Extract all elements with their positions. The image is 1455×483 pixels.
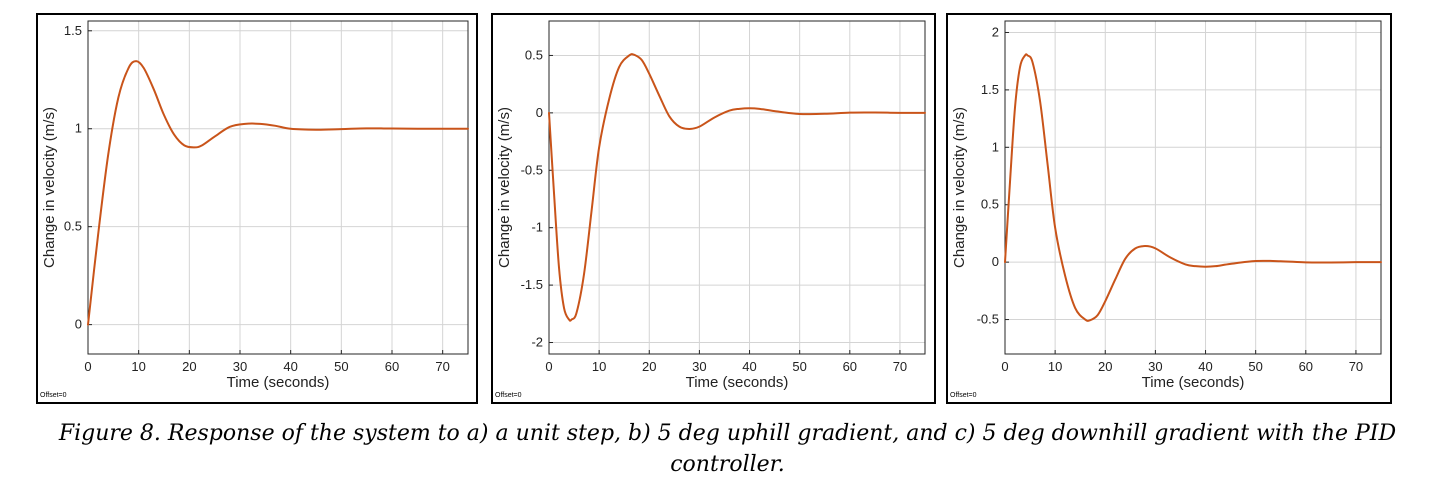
y-tick-label: -0.5 [977, 312, 999, 327]
y-tick-label: 0.5 [525, 47, 543, 62]
offset-label: Offset=0 [495, 392, 522, 399]
x-tick-label: 50 [792, 359, 806, 374]
chart-panel-a: 0 10 20 30 40 50 60 70 0 0.5 1 1.5 Time (seconds) Cha… [36, 13, 478, 404]
x-tick-label: 10 [1048, 359, 1062, 374]
plot-area [88, 21, 468, 354]
y-axis-label: Change in velocity (m/s) [496, 107, 513, 268]
y-tick-label: 1 [992, 139, 999, 154]
x-tick-label: 20 [182, 359, 196, 374]
y-tick-label: 1.5 [981, 82, 999, 97]
x-axis-label: Time (seconds) [686, 374, 789, 391]
offset-label: Offset=0 [950, 392, 977, 399]
x-tick-label: 70 [1349, 359, 1363, 374]
y-tick-label: -0.5 [521, 162, 543, 177]
y-tick-label: 0.5 [64, 219, 82, 234]
chart-c: 0 10 20 30 40 50 60 70 -0.5 0 0.5 1 1.5 2 Time (second… [951, 20, 1382, 391]
axes-box [87, 20, 469, 355]
x-tick-label: 0 [545, 359, 552, 374]
y-tick-label: 0 [75, 317, 82, 332]
axes-box [548, 20, 926, 355]
series-line [548, 53, 926, 322]
series-line [1004, 53, 1382, 322]
y-tick-label: 0.5 [981, 197, 999, 212]
y-tick-label: 0 [992, 254, 999, 269]
offset-label: Offset=0 [40, 392, 67, 399]
x-axis-label: Time (seconds) [1142, 374, 1245, 391]
x-tick-label: 10 [592, 359, 606, 374]
x-tick-label: 60 [843, 359, 857, 374]
y-axis-label: Change in velocity (m/s) [41, 107, 58, 268]
chart-panel-c: 0 10 20 30 40 50 60 70 -0.5 0 0.5 1 1.5 2 Time (second… [946, 13, 1392, 404]
y-tick-label: -2 [531, 335, 543, 350]
x-tick-label: 20 [642, 359, 656, 374]
axes-box [1004, 20, 1382, 355]
x-axis-label: Time (seconds) [227, 374, 330, 391]
chart-a: 0 10 20 30 40 50 60 70 0 0.5 1 1.5 Time (seconds) Cha… [41, 20, 469, 391]
x-tick-label: 60 [385, 359, 399, 374]
y-tick-label: 1.5 [64, 23, 82, 38]
x-tick-label: 10 [131, 359, 145, 374]
series-line [87, 60, 469, 326]
x-tick-label: 60 [1299, 359, 1313, 374]
y-tick-label: 2 [992, 24, 999, 39]
chart-panel-b: 0 10 20 30 40 50 60 70 -2 -1.5 -1 -0.5 0 0.5 Time (sec… [491, 13, 936, 404]
y-axis-label: Change in velocity (m/s) [951, 107, 968, 268]
y-tick-label: -1 [531, 220, 543, 235]
x-tick-label: 40 [283, 359, 297, 374]
x-tick-label: 30 [692, 359, 706, 374]
figure-caption: Figure 8. Response of the system to a) a… [58, 421, 1397, 477]
x-tick-label: 30 [233, 359, 247, 374]
chart-b: 0 10 20 30 40 50 60 70 -2 -1.5 -1 -0.5 0 0.5 Time (sec… [496, 20, 926, 391]
x-tick-label: 40 [1198, 359, 1212, 374]
x-tick-label: 70 [893, 359, 907, 374]
x-tick-label: 0 [84, 359, 91, 374]
x-tick-label: 50 [334, 359, 348, 374]
x-tick-label: 50 [1248, 359, 1262, 374]
y-tick-label: -1.5 [521, 277, 543, 292]
y-tick-label: 1 [75, 121, 82, 136]
y-tick-label: 0 [536, 105, 543, 120]
plot-area [1005, 21, 1381, 354]
plot-area [549, 21, 925, 354]
x-tick-label: 20 [1098, 359, 1112, 374]
x-tick-label: 40 [742, 359, 756, 374]
x-tick-label: 30 [1148, 359, 1162, 374]
x-tick-label: 70 [435, 359, 449, 374]
x-tick-label: 0 [1001, 359, 1008, 374]
